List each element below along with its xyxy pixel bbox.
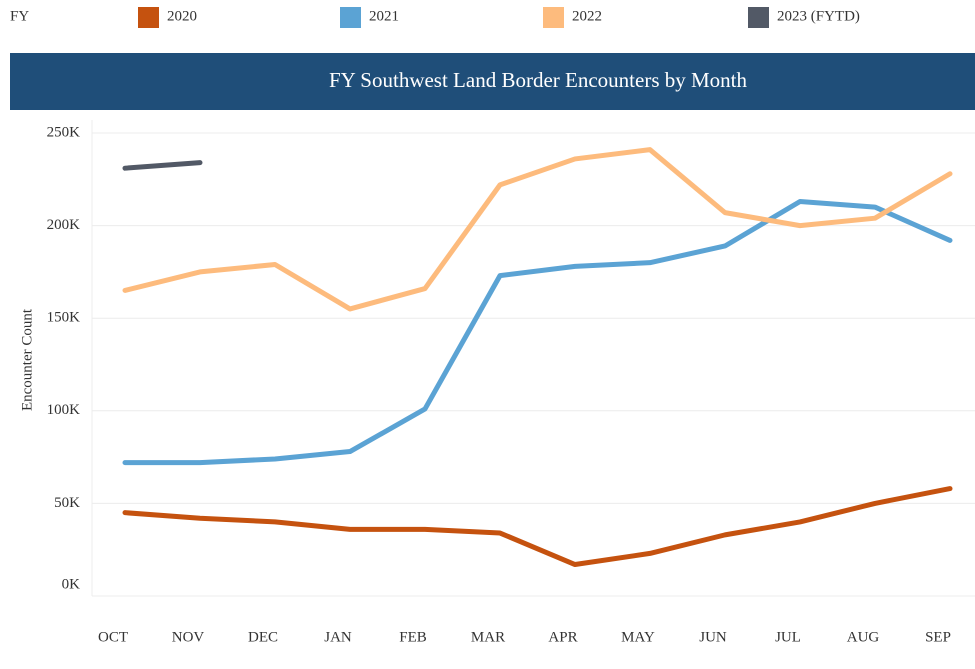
legend-title: FY: [10, 8, 29, 24]
x-tick-label: AUG: [847, 629, 880, 645]
legend-swatch: [138, 7, 159, 28]
legend-swatch: [543, 7, 564, 28]
legend-label: 2021: [369, 8, 399, 24]
x-tick-label: SEP: [925, 629, 951, 645]
y-axis-title: Encounter Count: [19, 308, 35, 411]
x-tick-label: JAN: [324, 629, 352, 645]
series-line: [122, 199, 953, 466]
x-tick-label: NOV: [172, 629, 205, 645]
x-tick-label: JUN: [699, 629, 727, 645]
y-tick-label: 250K: [47, 124, 81, 140]
x-tick-label: JUL: [775, 629, 801, 645]
legend-label: 2020: [167, 8, 197, 24]
y-tick-label: 50K: [54, 495, 80, 511]
x-tick-label: APR: [548, 629, 577, 645]
y-tick-label: 200K: [47, 217, 81, 233]
x-tick-label: MAR: [471, 629, 505, 645]
legend-label: 2022: [572, 8, 602, 24]
x-tick-label: DEC: [248, 629, 278, 645]
series-line: [122, 147, 953, 312]
y-tick-label: 150K: [47, 310, 81, 326]
series-line: [122, 160, 203, 171]
legend-swatch: [340, 7, 361, 28]
x-tick-label: MAY: [621, 629, 655, 645]
legend-swatch: [748, 7, 769, 28]
legend-label: 2023 (FYTD): [777, 8, 860, 24]
x-tick-label: FEB: [399, 629, 427, 645]
y-tick-label: 0K: [62, 576, 81, 592]
chart-title: FY Southwest Land Border Encounters by M…: [329, 68, 748, 92]
y-tick-label: 100K: [47, 402, 81, 418]
title-banner: [10, 53, 975, 110]
x-tick-label: OCT: [98, 629, 128, 645]
series-line: [122, 486, 953, 568]
